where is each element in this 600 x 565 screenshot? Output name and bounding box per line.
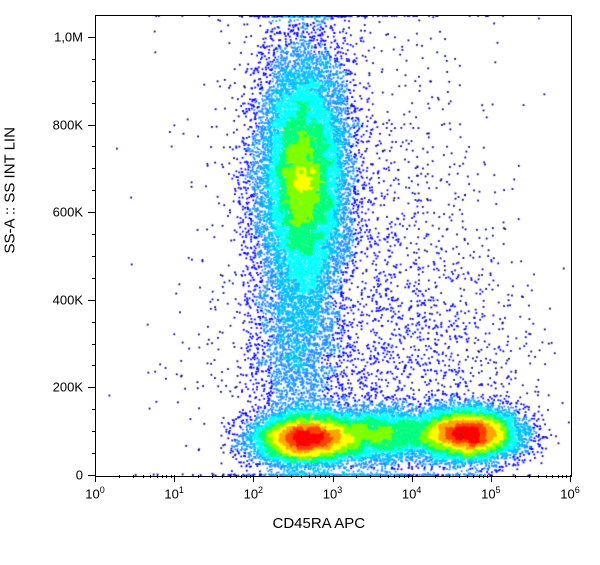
y-tick-label: 1,0M xyxy=(0,29,83,44)
y-tick xyxy=(88,37,95,38)
x-minor-tick xyxy=(250,475,251,478)
x-tick-label: 106 xyxy=(560,485,579,501)
y-minor-tick xyxy=(92,256,95,257)
x-minor-tick xyxy=(479,475,480,478)
x-tick-label: 103 xyxy=(323,485,342,501)
x-minor-tick xyxy=(236,475,237,478)
x-tick xyxy=(174,475,175,482)
x-minor-tick xyxy=(356,475,357,478)
y-tick xyxy=(88,475,95,476)
y-tick xyxy=(88,387,95,388)
flow-cytometry-plot xyxy=(95,15,572,477)
x-minor-tick xyxy=(143,475,144,478)
y-minor-tick xyxy=(92,409,95,410)
density-canvas xyxy=(96,16,571,476)
x-tick xyxy=(333,475,334,482)
x-tick-label: 102 xyxy=(244,485,263,501)
x-minor-tick xyxy=(473,475,474,478)
x-minor-tick xyxy=(370,475,371,478)
x-minor-tick xyxy=(246,475,247,478)
y-tick xyxy=(88,125,95,126)
y-minor-tick xyxy=(92,322,95,323)
x-minor-tick xyxy=(198,475,199,478)
x-minor-tick xyxy=(529,475,530,478)
y-minor-tick xyxy=(92,234,95,235)
y-tick-label: 400K xyxy=(0,292,83,307)
x-minor-tick xyxy=(309,475,310,478)
x-tick-label: 104 xyxy=(402,485,421,501)
x-minor-tick xyxy=(222,475,223,478)
x-minor-tick xyxy=(483,475,484,478)
x-minor-tick xyxy=(566,475,567,478)
x-minor-tick xyxy=(157,475,158,478)
x-tick-label: 101 xyxy=(164,485,183,501)
x-minor-tick xyxy=(277,475,278,478)
x-minor-tick xyxy=(301,475,302,478)
x-tick xyxy=(570,475,571,482)
y-minor-tick xyxy=(92,190,95,191)
y-minor-tick xyxy=(92,59,95,60)
y-tick-label: 200K xyxy=(0,380,83,395)
x-minor-tick xyxy=(538,475,539,478)
x-minor-tick xyxy=(467,475,468,478)
x-minor-tick xyxy=(408,475,409,478)
x-minor-tick xyxy=(230,475,231,478)
x-tick xyxy=(491,475,492,482)
y-tick xyxy=(88,212,95,213)
x-minor-tick xyxy=(329,475,330,478)
x-minor-tick xyxy=(487,475,488,478)
y-minor-tick xyxy=(92,453,95,454)
y-minor-tick xyxy=(92,278,95,279)
y-tick xyxy=(88,300,95,301)
y-minor-tick xyxy=(92,431,95,432)
x-minor-tick xyxy=(394,475,395,478)
x-tick xyxy=(253,475,254,482)
x-tick-label: 100 xyxy=(85,485,104,501)
x-minor-tick xyxy=(320,475,321,478)
y-minor-tick xyxy=(92,168,95,169)
x-minor-tick xyxy=(171,475,172,478)
x-minor-tick xyxy=(133,475,134,478)
x-tick xyxy=(412,475,413,482)
x-minor-tick xyxy=(562,475,563,478)
x-minor-tick xyxy=(399,475,400,478)
y-minor-tick xyxy=(92,103,95,104)
y-tick-label: 0 xyxy=(0,468,83,483)
x-minor-tick xyxy=(212,475,213,478)
x-minor-tick xyxy=(449,475,450,478)
x-minor-tick xyxy=(119,475,120,478)
x-minor-tick xyxy=(558,475,559,478)
x-minor-tick xyxy=(404,475,405,478)
y-minor-tick xyxy=(92,81,95,82)
x-minor-tick xyxy=(515,475,516,478)
x-minor-tick xyxy=(166,475,167,478)
x-tick-label: 105 xyxy=(481,485,500,501)
x-minor-tick xyxy=(291,475,292,478)
x-minor-tick xyxy=(150,475,151,478)
x-minor-tick xyxy=(459,475,460,478)
y-axis-label: SS-A :: SS INT LIN xyxy=(2,234,19,254)
y-minor-tick xyxy=(92,146,95,147)
x-tick xyxy=(95,475,96,482)
x-minor-tick xyxy=(546,475,547,478)
x-minor-tick xyxy=(435,475,436,478)
x-axis-label: CD45RA APC xyxy=(273,515,366,532)
x-minor-tick xyxy=(388,475,389,478)
x-minor-tick xyxy=(162,475,163,478)
x-minor-tick xyxy=(380,475,381,478)
y-minor-tick xyxy=(92,344,95,345)
x-minor-tick xyxy=(325,475,326,478)
y-minor-tick xyxy=(92,365,95,366)
x-minor-tick xyxy=(315,475,316,478)
x-minor-tick xyxy=(552,475,553,478)
x-minor-tick xyxy=(241,475,242,478)
